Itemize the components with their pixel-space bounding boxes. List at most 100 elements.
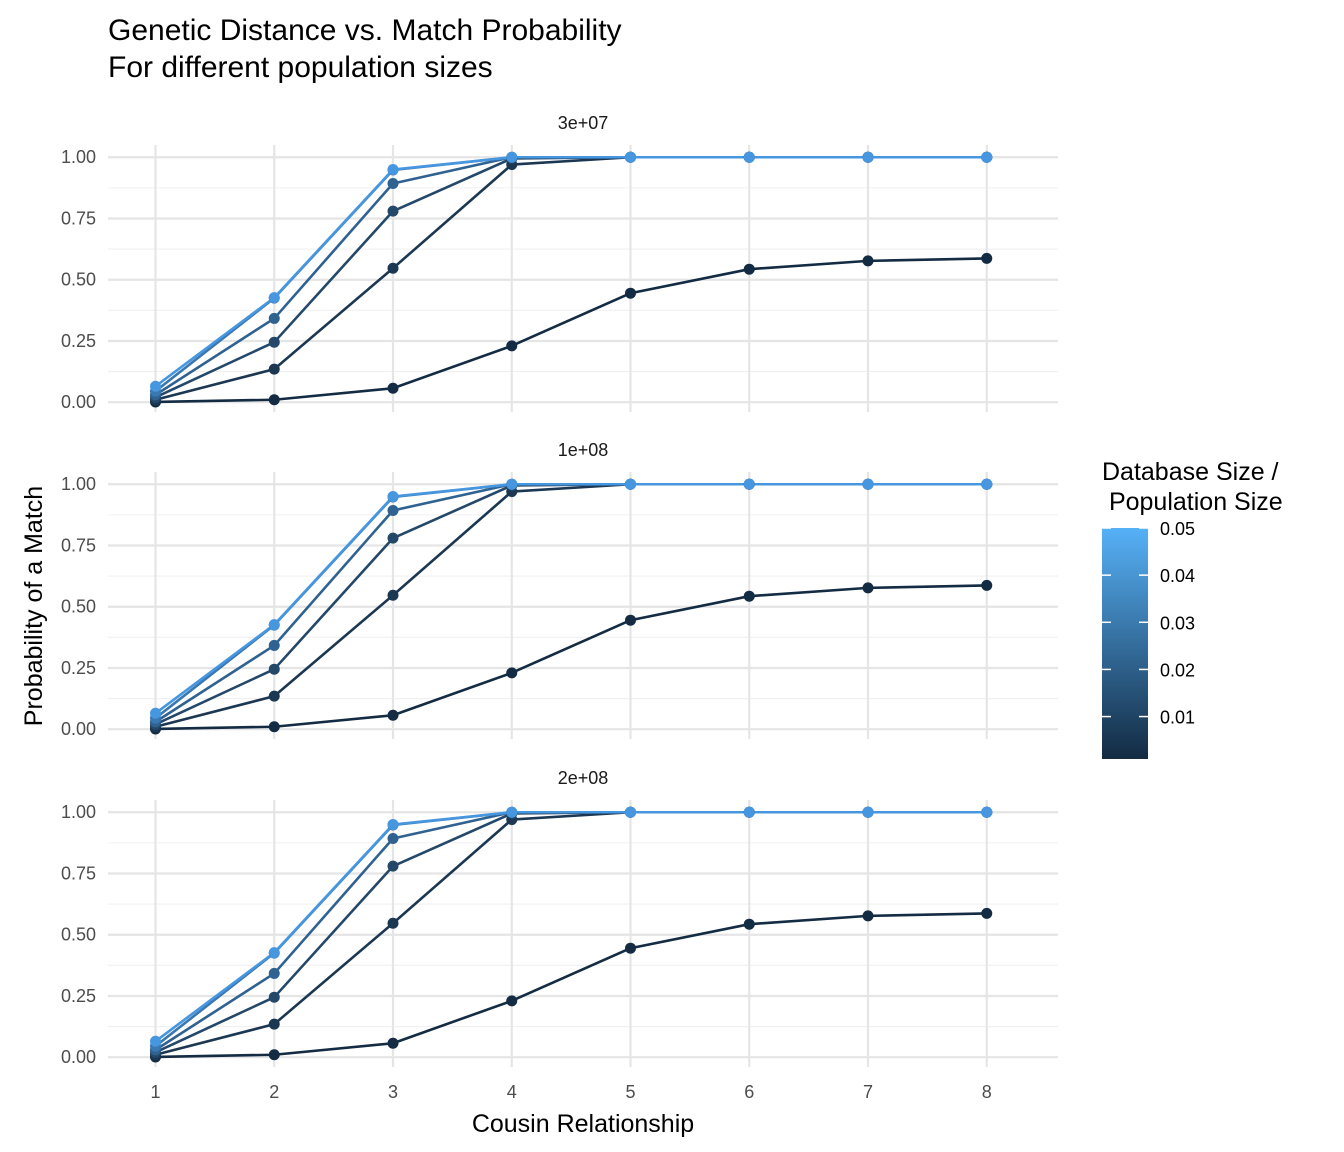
data-point — [387, 709, 399, 721]
y-tick-label: 0.75 — [61, 535, 96, 555]
data-point — [387, 163, 399, 175]
x-axis-title: Cousin Relationship — [472, 1110, 694, 1138]
legend-title-line-1: Database Size / — [1102, 458, 1279, 486]
y-tick-label: 0.25 — [61, 658, 96, 678]
data-point — [743, 806, 755, 818]
data-point — [268, 394, 280, 406]
data-point — [387, 382, 399, 394]
series-line-0.01 — [155, 155, 987, 402]
data-point — [387, 262, 399, 274]
data-point — [268, 690, 280, 702]
legend-tick-label: 0.01 — [1160, 708, 1195, 728]
x-axis-ticks: 1 2 3 4 5 6 7 8 — [150, 1082, 991, 1102]
data-point — [387, 504, 399, 516]
data-point — [150, 707, 161, 719]
data-point — [268, 991, 280, 1003]
data-point — [981, 907, 993, 919]
data-point — [387, 1037, 399, 1049]
y-tick-label: 1.00 — [61, 474, 96, 494]
legend-title-line-2: Population Size — [1102, 488, 1283, 516]
y-tick-label: 1.00 — [61, 802, 96, 822]
data-point — [625, 942, 636, 954]
data-point — [625, 151, 636, 163]
series-line-0.05 — [154, 810, 987, 1043]
data-point — [981, 252, 993, 264]
series-line-0.02 — [154, 482, 987, 726]
data-point — [268, 292, 280, 304]
data-point — [981, 151, 993, 163]
data-point — [387, 205, 399, 217]
data-point — [387, 589, 399, 601]
data-point — [625, 478, 636, 490]
data-point — [387, 818, 399, 830]
y-tick-label: 0.25 — [61, 986, 96, 1006]
legend-tick-label: 0.03 — [1160, 613, 1195, 633]
data-point — [625, 614, 636, 626]
data-point — [268, 967, 280, 979]
data-point — [506, 806, 518, 818]
data-point — [150, 380, 161, 392]
series-line-0.04 — [154, 810, 987, 1048]
data-point — [268, 619, 280, 631]
y-tick-label: 0.75 — [61, 863, 96, 883]
data-point — [268, 721, 280, 733]
x-tick-label: 4 — [507, 1082, 517, 1102]
data-point — [862, 478, 874, 490]
series-line-0.05 — [154, 155, 987, 388]
facet-label: 2e+08 — [558, 768, 609, 788]
series-line-0.02 — [154, 810, 987, 1054]
facet-panel-3e+07: 3e+07 0.00 0.25 0.50 0.75 1.00 — [61, 113, 1058, 412]
x-tick-label: 1 — [150, 1082, 160, 1102]
x-tick-label: 8 — [982, 1082, 992, 1102]
y-tick-label: 0.75 — [61, 208, 96, 228]
data-point — [387, 490, 399, 502]
data-point — [506, 478, 518, 490]
facet-panels: 3e+07 0.00 0.25 0.50 0.75 1.00 1e+08 0.00 0.25 0.… — [61, 113, 1058, 1067]
chart-title: Genetic Distance vs. Match Probability — [108, 14, 622, 47]
x-tick-label: 7 — [863, 1082, 873, 1102]
series-line-0.01 — [155, 810, 987, 1057]
data-point — [387, 832, 399, 844]
series-line-0.01 — [155, 482, 987, 729]
data-point — [268, 947, 280, 959]
data-point — [743, 151, 755, 163]
y-tick-label: 0.00 — [61, 719, 96, 739]
data-point — [862, 910, 874, 922]
x-tick-label: 3 — [388, 1082, 398, 1102]
data-point — [862, 255, 874, 267]
data-point — [268, 363, 280, 375]
legend-ticks: 0.05 0.04 0.03 0.02 0.01 — [1102, 519, 1195, 728]
legend-colorbar — [1102, 528, 1148, 759]
series-line-0.02 — [154, 155, 987, 399]
data-point — [625, 806, 636, 818]
data-point — [387, 177, 399, 189]
y-tick-label: 0.50 — [61, 597, 96, 617]
facet-label: 3e+07 — [558, 113, 609, 133]
data-point — [862, 806, 874, 818]
series-line-0.03 — [154, 810, 987, 1051]
y-tick-label: 0.00 — [61, 1047, 96, 1067]
legend-tick-label: 0.04 — [1160, 566, 1195, 586]
data-point — [862, 151, 874, 163]
data-point — [743, 263, 755, 275]
y-tick-label: 0.50 — [61, 270, 96, 290]
data-point — [625, 287, 636, 299]
series-line-0.001 — [155, 912, 987, 1059]
data-point — [743, 478, 755, 490]
y-axis-title: Probability of a Match — [20, 486, 48, 726]
data-point — [981, 806, 993, 818]
facet-label: 1e+08 — [558, 440, 609, 460]
data-point — [387, 532, 399, 544]
x-tick-label: 5 — [625, 1082, 635, 1102]
data-point — [387, 860, 399, 872]
series-line-0.03 — [154, 482, 987, 723]
data-point — [981, 478, 993, 490]
color-legend: Database Size / Population Size 0.05 0.04… — [1102, 458, 1283, 759]
y-tick-label: 1.00 — [61, 147, 96, 167]
series-line-0.04 — [154, 155, 987, 393]
series-line-0.05 — [154, 482, 987, 715]
data-point — [268, 312, 280, 324]
data-point — [387, 917, 399, 929]
series-line-0.001 — [155, 257, 987, 404]
